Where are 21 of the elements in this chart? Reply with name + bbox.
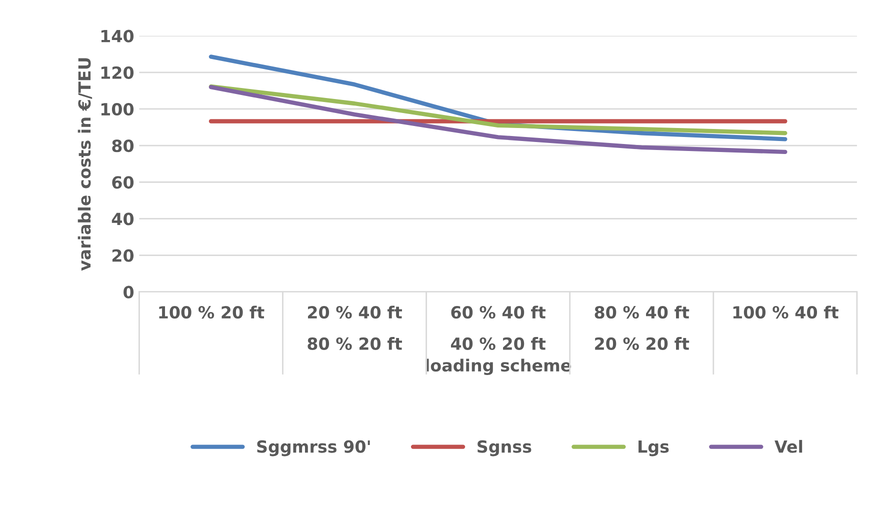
x-tick-label: 100 % 40 ft <box>733 306 838 319</box>
x-tick-label: 100 % 20 ft <box>159 306 264 319</box>
x-tick-label: 60 % 40 ft 40 % 20 ft <box>450 306 546 350</box>
x-axis-title: loading scheme <box>426 358 571 375</box>
y-tick-label: 120 <box>101 66 134 79</box>
y-tick-label: 0 <box>124 286 134 298</box>
line-series <box>208 84 788 154</box>
legend-label: Sgnss <box>478 440 532 456</box>
legend-label: Lgs <box>638 440 669 456</box>
legend-label: Sggmrss 90' <box>257 440 370 456</box>
line-series <box>208 84 788 136</box>
y-tick-label: 140 <box>101 30 134 42</box>
y-tick-label: 40 <box>112 212 134 226</box>
y-tick-label: 60 <box>112 176 134 189</box>
y-tick-label: 80 <box>112 140 134 152</box>
y-axis-title: variable costs in €/TEU <box>78 58 92 271</box>
legend-label: Vel <box>774 440 802 453</box>
y-tick-label: 20 <box>112 249 134 262</box>
y-tick-label: 100 <box>101 102 134 116</box>
x-tick-label: 80 % 40 ft 20 % 20 ft <box>594 306 690 350</box>
x-tick-label: 20 % 40 ft 80 % 20 ft <box>308 306 402 350</box>
